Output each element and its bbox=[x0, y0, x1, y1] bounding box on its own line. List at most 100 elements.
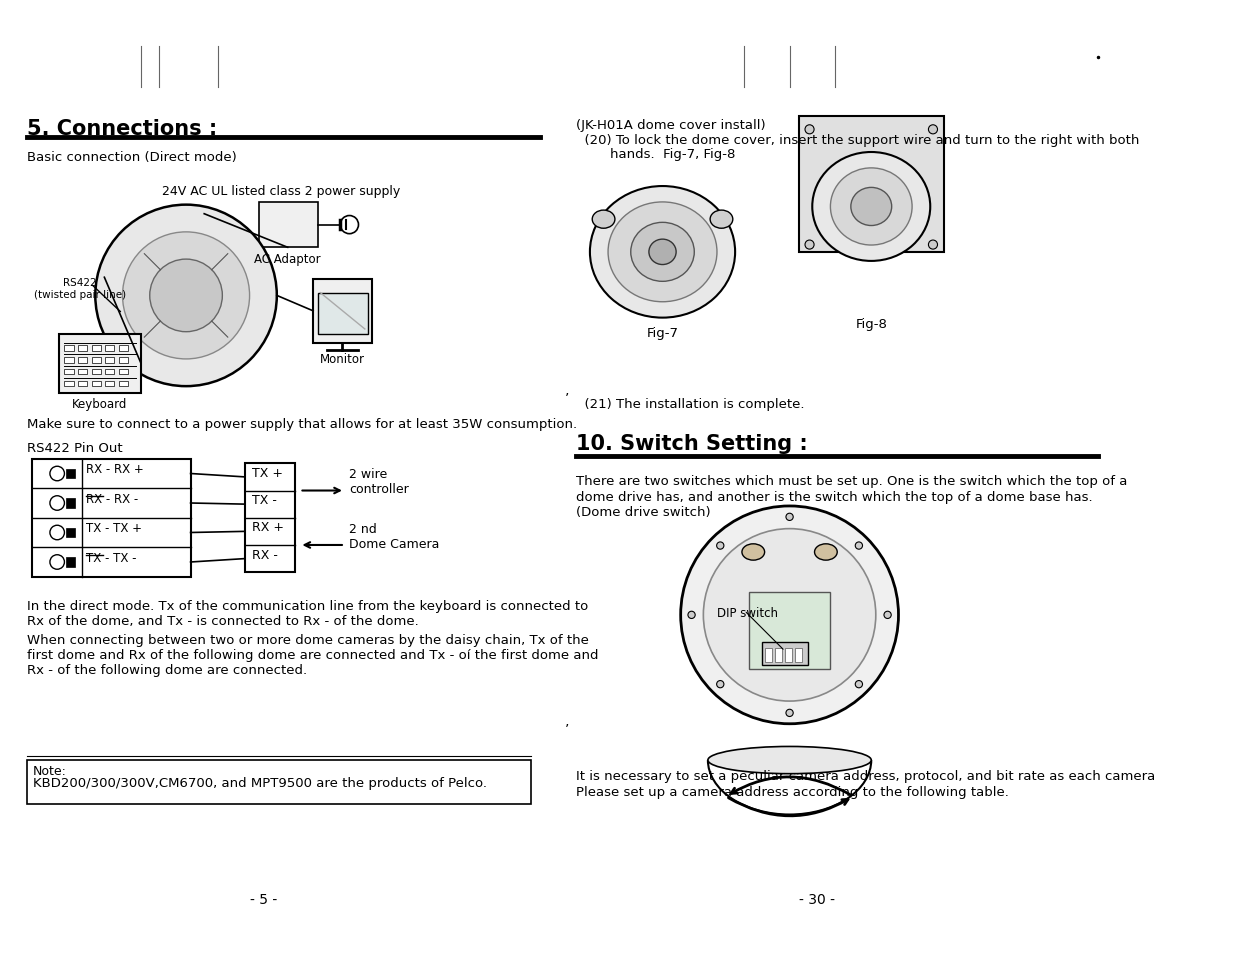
Circle shape bbox=[805, 126, 814, 134]
Text: 10. Switch Setting :: 10. Switch Setting : bbox=[577, 434, 808, 454]
Ellipse shape bbox=[590, 187, 735, 318]
Text: - 5 -: - 5 - bbox=[249, 892, 277, 905]
Ellipse shape bbox=[608, 203, 718, 302]
Circle shape bbox=[704, 529, 876, 701]
Text: Make sure to connect to a power supply that allows for at least 35W consumption.: Make sure to connect to a power supply t… bbox=[27, 417, 577, 431]
Bar bbox=[64, 381, 74, 387]
Circle shape bbox=[805, 241, 814, 250]
Text: In the direct mode. Tx of the communication line from the keyboard is connected : In the direct mode. Tx of the communicat… bbox=[27, 599, 588, 628]
Bar bbox=[119, 357, 128, 363]
Text: hands.  Fig-7, Fig-8: hands. Fig-7, Fig-8 bbox=[577, 149, 736, 161]
Text: When connecting between two or more dome cameras by the daisy chain, Tx of the
f: When connecting between two or more dome… bbox=[27, 634, 599, 677]
Text: (20) To lock the dome cover, insert the support wire and turn to the right with : (20) To lock the dome cover, insert the … bbox=[577, 133, 1140, 147]
Circle shape bbox=[149, 260, 222, 333]
Bar bbox=[795, 649, 803, 662]
Text: RS422
(twisted pair line): RS422 (twisted pair line) bbox=[33, 278, 126, 299]
Bar bbox=[317, 294, 368, 335]
Ellipse shape bbox=[815, 544, 837, 560]
Bar bbox=[119, 381, 128, 387]
Circle shape bbox=[785, 514, 793, 521]
Bar bbox=[105, 357, 115, 363]
Bar bbox=[91, 357, 101, 363]
Bar bbox=[78, 346, 88, 352]
Ellipse shape bbox=[830, 169, 913, 246]
Text: RX - RX -: RX - RX - bbox=[86, 493, 138, 505]
Text: RS422 Pin Out: RS422 Pin Out bbox=[27, 441, 122, 455]
Text: (JK-H01A dome cover install): (JK-H01A dome cover install) bbox=[577, 118, 766, 132]
Circle shape bbox=[49, 467, 64, 481]
Text: ’: ’ bbox=[564, 722, 569, 736]
Bar bbox=[67, 528, 75, 537]
Bar bbox=[748, 593, 830, 670]
Circle shape bbox=[122, 233, 249, 359]
Text: Note:: Note: bbox=[32, 764, 67, 777]
Text: Please set up a camera address according to the following table.: Please set up a camera address according… bbox=[577, 784, 1009, 798]
Bar bbox=[105, 370, 115, 375]
Text: TX - TX +: TX - TX + bbox=[86, 522, 142, 535]
Text: AC Adaptor: AC Adaptor bbox=[254, 253, 321, 266]
Circle shape bbox=[49, 556, 64, 570]
Ellipse shape bbox=[648, 240, 676, 265]
Bar bbox=[245, 464, 295, 573]
Bar bbox=[59, 335, 141, 393]
Text: RX +: RX + bbox=[252, 520, 284, 534]
Circle shape bbox=[49, 497, 64, 511]
Bar bbox=[105, 346, 115, 352]
Bar bbox=[67, 470, 75, 478]
Bar bbox=[762, 642, 808, 665]
Ellipse shape bbox=[631, 223, 694, 282]
Text: Basic connection (Direct mode): Basic connection (Direct mode) bbox=[27, 151, 237, 164]
Circle shape bbox=[716, 680, 724, 688]
Ellipse shape bbox=[742, 544, 764, 560]
Circle shape bbox=[785, 709, 793, 717]
Bar bbox=[105, 381, 115, 387]
Text: Monitor: Monitor bbox=[320, 353, 364, 365]
Bar bbox=[78, 381, 88, 387]
Ellipse shape bbox=[851, 188, 892, 226]
Bar bbox=[776, 649, 782, 662]
Text: RX - RX +: RX - RX + bbox=[86, 463, 144, 476]
Text: 2 wire
controller: 2 wire controller bbox=[350, 468, 409, 496]
Circle shape bbox=[929, 241, 937, 250]
Bar bbox=[67, 499, 75, 508]
Ellipse shape bbox=[813, 152, 930, 262]
Circle shape bbox=[49, 526, 64, 540]
Bar bbox=[91, 381, 101, 387]
Ellipse shape bbox=[593, 211, 615, 229]
Text: - 30 -: - 30 - bbox=[799, 892, 835, 905]
Text: TX +: TX + bbox=[252, 466, 283, 479]
Text: dome drive has, and another is the switch which the top of a dome base has.: dome drive has, and another is the switc… bbox=[577, 490, 1093, 503]
Bar bbox=[785, 649, 793, 662]
Bar bbox=[32, 459, 190, 578]
Text: It is necessary to set a peculiar camera address, protocol, and bit rate as each: It is necessary to set a peculiar camera… bbox=[577, 769, 1156, 782]
Bar bbox=[78, 357, 88, 363]
Ellipse shape bbox=[708, 746, 871, 774]
Text: Keyboard: Keyboard bbox=[72, 397, 127, 411]
Text: There are two switches which must be set up. One is the switch which the top of : There are two switches which must be set… bbox=[577, 475, 1128, 488]
Circle shape bbox=[884, 612, 892, 618]
Text: Fig-7: Fig-7 bbox=[646, 327, 678, 340]
Text: 5. Connections :: 5. Connections : bbox=[27, 118, 217, 138]
Bar bbox=[64, 357, 74, 363]
Bar bbox=[314, 280, 372, 343]
Text: 24V AC UL listed class 2 power supply: 24V AC UL listed class 2 power supply bbox=[162, 185, 400, 197]
Text: Fig-8: Fig-8 bbox=[856, 318, 887, 331]
Circle shape bbox=[688, 612, 695, 618]
Text: KBD200/300/300V,CM6700, and MPT9500 are the products of Pelco.: KBD200/300/300V,CM6700, and MPT9500 are … bbox=[32, 777, 487, 790]
Bar bbox=[119, 346, 128, 352]
Bar bbox=[27, 760, 531, 803]
Text: ’: ’ bbox=[564, 391, 569, 405]
Text: TX - TX -: TX - TX - bbox=[86, 552, 137, 564]
Bar bbox=[799, 116, 944, 253]
Circle shape bbox=[95, 206, 277, 387]
Bar bbox=[91, 370, 101, 375]
Bar bbox=[64, 370, 74, 375]
Circle shape bbox=[856, 680, 862, 688]
Text: TX -: TX - bbox=[252, 494, 277, 507]
Text: DIP switch: DIP switch bbox=[718, 606, 778, 619]
Circle shape bbox=[856, 542, 862, 550]
Bar bbox=[91, 346, 101, 352]
Bar bbox=[78, 370, 88, 375]
Circle shape bbox=[716, 542, 724, 550]
Ellipse shape bbox=[710, 211, 732, 229]
